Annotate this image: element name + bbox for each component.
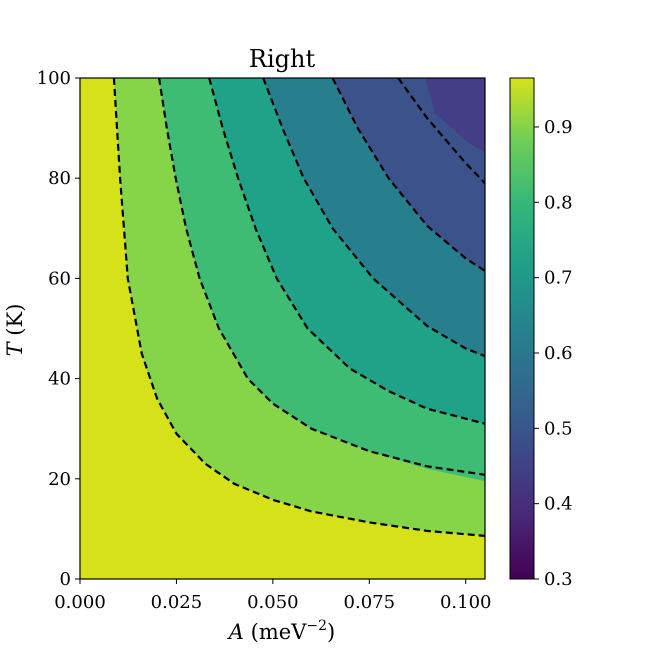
dashed-contour-4	[262, 78, 485, 358]
colorbar-tick-label: 0.4	[544, 494, 573, 515]
x-axis-label-unit: (meV	[251, 620, 308, 644]
x-axis-ticks: 0.000 0.025 0.050 0.075 0.100	[54, 579, 491, 613]
chart-title: Right	[249, 45, 316, 73]
dashed-contour-lines	[112, 78, 485, 537]
colorbar-ticks: 0.3 0.4 0.5 0.6 0.7 0.8 0.9	[534, 117, 573, 590]
dashed-contour-2	[158, 78, 485, 476]
colorbar-tick-label: 0.9	[544, 117, 573, 138]
x-tick-label: 0.000	[54, 592, 106, 613]
x-axis-label: A (meV−2)	[227, 618, 335, 644]
y-tick-label: 40	[48, 369, 71, 390]
x-tick-label: 0.075	[344, 592, 396, 613]
x-axis-label-var: A	[227, 620, 244, 644]
y-tick-label: 0	[60, 569, 71, 590]
x-axis-label-close: )	[327, 620, 335, 644]
contour-region-5	[332, 78, 485, 271]
plot-frame	[79, 77, 486, 580]
filled-contour-regions	[80, 78, 485, 579]
y-tick-label: 20	[48, 469, 71, 490]
y-axis-label-var: T	[3, 340, 27, 356]
x-tick-label: 0.025	[151, 592, 203, 613]
y-tick-label: 100	[37, 68, 71, 89]
x-tick-label: 0.050	[247, 592, 299, 613]
colorbar-tick-label: 0.6	[544, 343, 573, 364]
colorbar	[509, 77, 535, 580]
dashed-contour-5	[331, 78, 485, 272]
x-tick-label: 0.100	[440, 592, 492, 613]
contour-region-6	[425, 78, 485, 154]
dashed-contour-6	[397, 78, 485, 184]
y-tick-label: 60	[48, 268, 71, 289]
dashed-contour-3	[208, 78, 485, 425]
y-tick-label: 80	[48, 168, 71, 189]
colorbar-tick-label: 0.7	[544, 268, 573, 289]
y-axis-label-unit: (K)	[3, 304, 27, 336]
colorbar-tick-label: 0.8	[544, 192, 573, 213]
colorbar-tick-label: 0.3	[544, 569, 573, 590]
colorbar-tick-label: 0.5	[544, 418, 573, 439]
x-axis-label-exp: −2	[306, 618, 327, 634]
y-axis-ticks: 0 20 40 60 80 100	[37, 68, 80, 590]
y-axis-label: T (K)	[3, 304, 27, 357]
dashed-contour-1	[112, 78, 485, 537]
